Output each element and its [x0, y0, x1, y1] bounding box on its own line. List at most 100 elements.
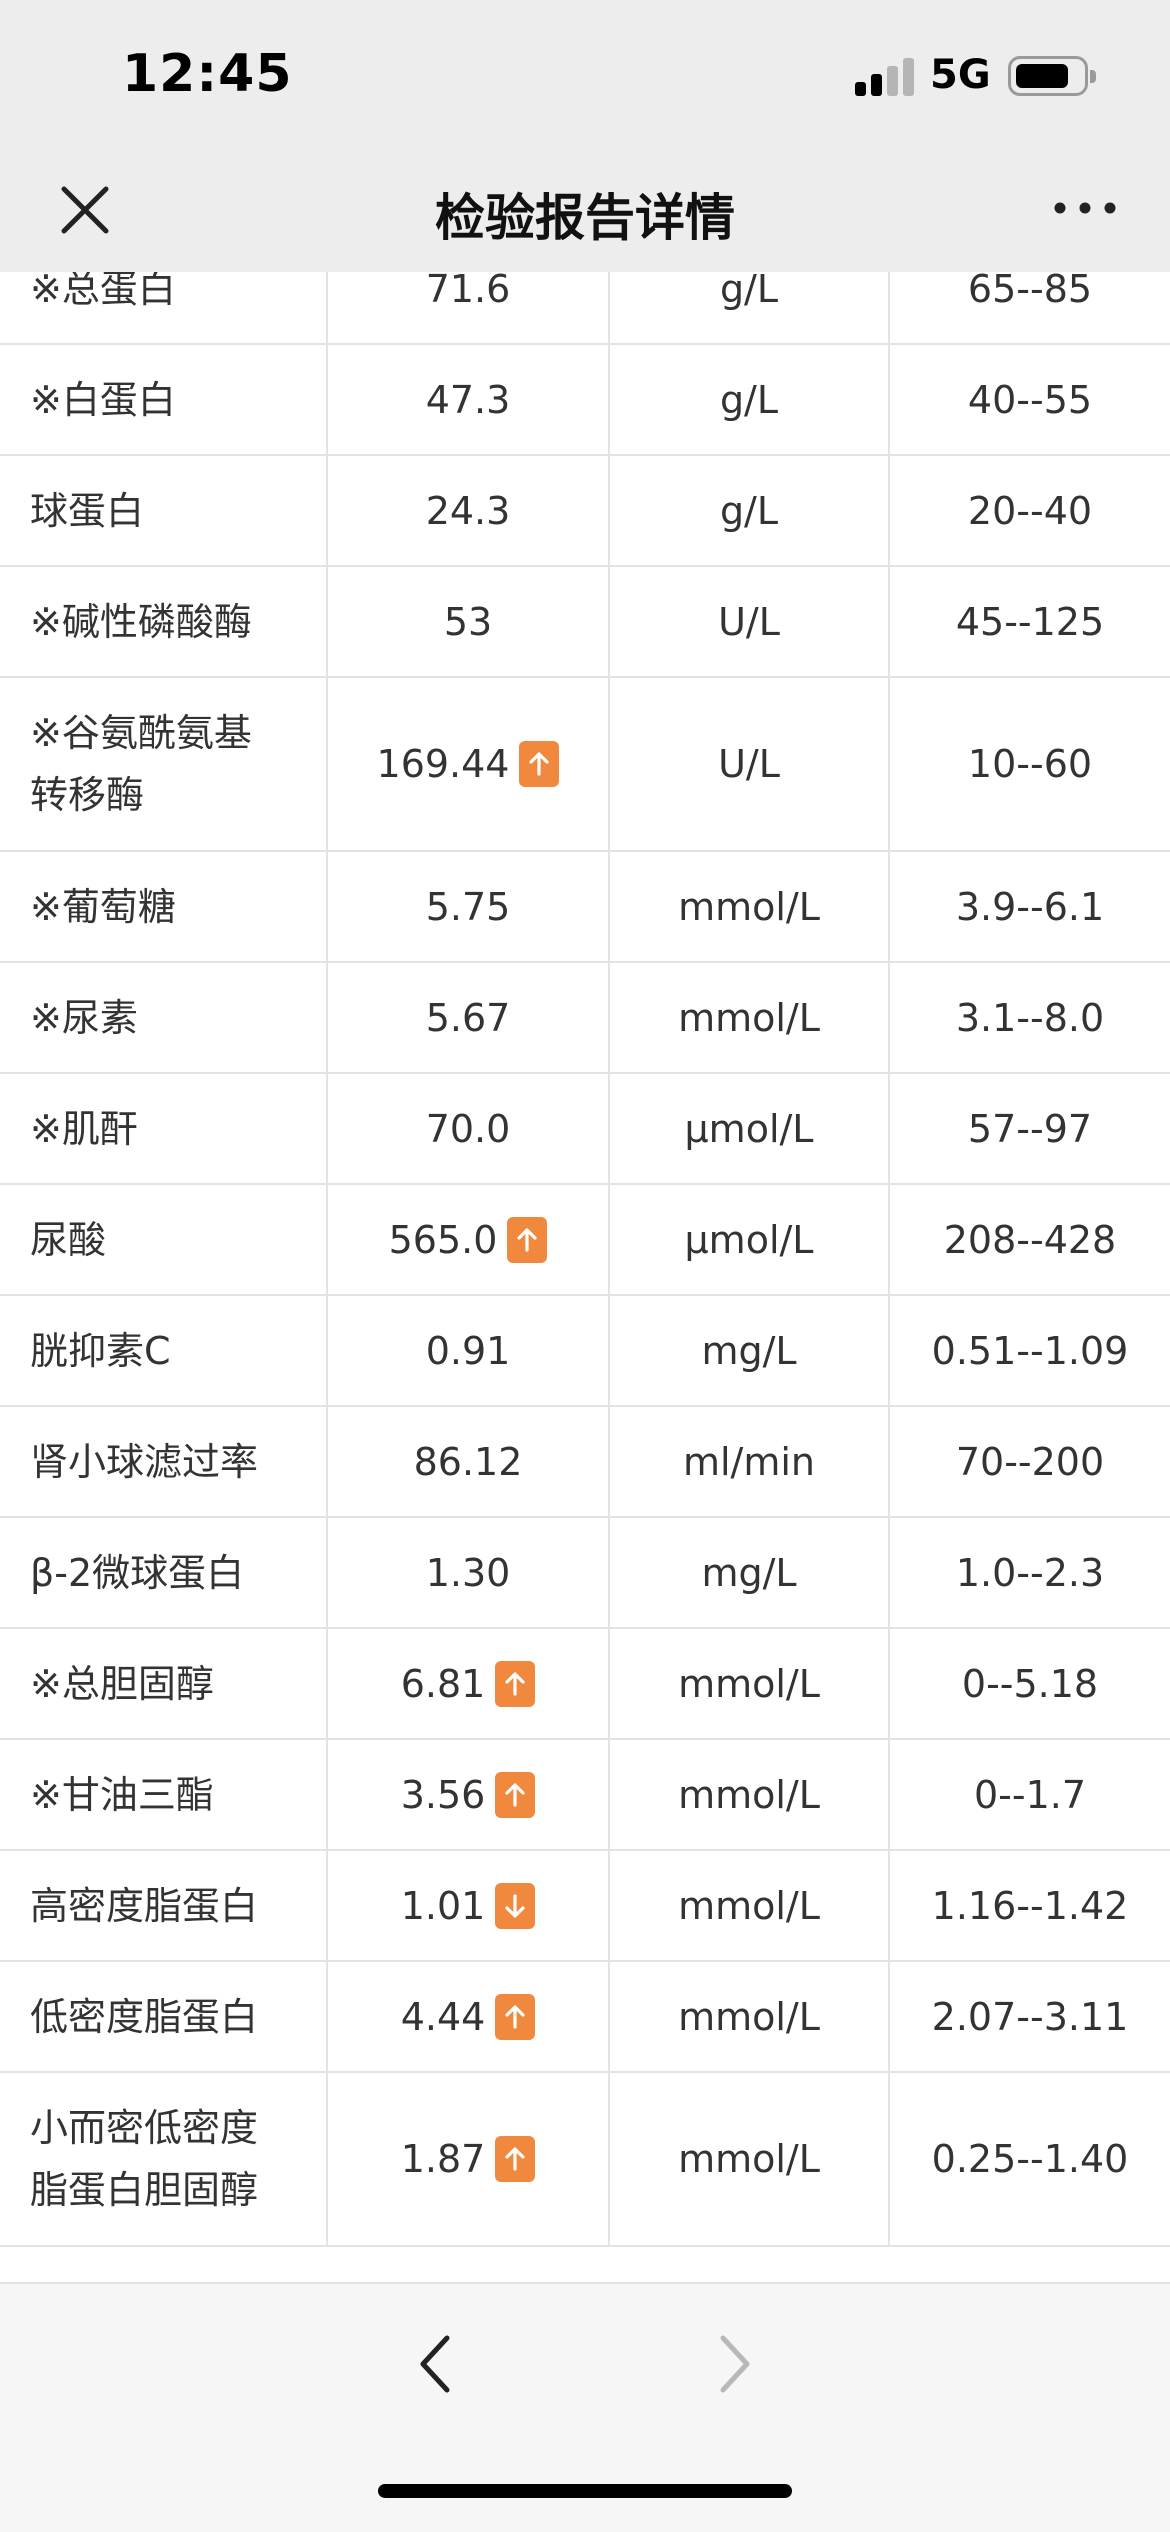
item-unit: g/L [608, 272, 888, 343]
table-row: 低密度脂蛋白 4.44 mmol/L 2.07--3.11 [0, 1962, 1170, 2073]
arrow-up-icon [495, 2136, 536, 2182]
item-value: 47.3 [326, 345, 608, 454]
table-row: ※尿素 5.67 mmol/L 3.1--8.0 [0, 963, 1170, 1074]
item-reference-range: 70--200 [888, 1407, 1170, 1516]
item-name: ※葡萄糖 [30, 884, 176, 929]
item-unit: mmol/L [608, 1740, 888, 1849]
item-name: ※甘油三酯 [30, 1772, 214, 1817]
arrow-up-icon [519, 741, 560, 787]
item-reference-range: 3.1--8.0 [888, 963, 1170, 1072]
item-unit: U/L [608, 678, 888, 850]
item-value: 4.44 [326, 1962, 608, 2071]
arrow-up-icon [495, 1660, 536, 1707]
item-reference-range: 57--97 [888, 1074, 1170, 1183]
item-value: 6.81 [326, 1629, 608, 1738]
item-name: 尿酸 [30, 1217, 107, 1262]
item-value: 169.44 [326, 678, 608, 850]
item-value: 1.87 [326, 2073, 608, 2245]
item-value: 1.30 [326, 1518, 608, 1627]
item-name: 球蛋白 [30, 488, 145, 533]
item-reference-range: 1.16--1.42 [888, 1851, 1170, 1960]
item-value: 5.67 [326, 963, 608, 1072]
close-icon [61, 186, 109, 234]
table-row: 高密度脂蛋白 1.01 mmol/L 1.16--1.42 [0, 1851, 1170, 1962]
item-reference-range: 65--85 [888, 272, 1170, 343]
item-name: ※谷氨酰氨基 转移酶 [30, 711, 252, 817]
item-unit: U/L [608, 567, 888, 676]
bottom-nav-bar [0, 2282, 1170, 2532]
item-value: 53 [326, 567, 608, 676]
item-value: 86.12 [326, 1407, 608, 1516]
item-name: 胱抑素C [30, 1328, 171, 1373]
table-row: ※总蛋白 71.6 g/L 65--85 [0, 272, 1170, 345]
result-table[interactable]: ※总蛋白 71.6 g/L 65--85 ※白蛋白 47.3 g/L 40--55 球蛋白 24.… [0, 272, 1170, 2282]
nav-bar: 检验报告详情 [0, 140, 1170, 272]
item-unit: µmol/L [608, 1074, 888, 1183]
item-unit: g/L [608, 345, 888, 454]
status-bar: 12:45 5G [0, 0, 1170, 140]
item-unit: mmol/L [608, 1962, 888, 2071]
item-reference-range: 2.07--3.11 [888, 1962, 1170, 2071]
table-row: 尿酸 565.0 µmol/L 208--428 [0, 1185, 1170, 1296]
table-row: 肾小球滤过率 86.12 ml/min 70--200 [0, 1407, 1170, 1518]
page-title: 检验报告详情 [435, 189, 735, 247]
item-reference-range: 0--5.18 [888, 1629, 1170, 1738]
item-name: ※总胆固醇 [30, 1661, 214, 1706]
item-reference-range: 0.51--1.09 [888, 1296, 1170, 1405]
arrow-up-icon [495, 1771, 536, 1818]
item-unit: mmol/L [608, 963, 888, 1072]
item-name: 低密度脂蛋白 [30, 1994, 259, 2039]
back-button[interactable] [405, 2324, 465, 2404]
item-reference-range: 3.9--6.1 [888, 852, 1170, 961]
status-time: 12:45 [122, 44, 293, 104]
item-value: 71.6 [326, 272, 608, 343]
item-value: 3.56 [326, 1740, 608, 1849]
table-row: ※葡萄糖 5.75 mmol/L 3.9--6.1 [0, 852, 1170, 963]
table-row: ※甘油三酯 3.56 mmol/L 0--1.7 [0, 1740, 1170, 1851]
item-name: 肾小球滤过率 [30, 1439, 259, 1484]
arrow-up-icon [495, 1993, 536, 2040]
signal-icon [855, 56, 915, 96]
item-unit: mmol/L [608, 852, 888, 961]
item-unit: g/L [608, 456, 888, 565]
item-name: β-2微球蛋白 [30, 1550, 245, 1595]
table-row: ※总胆固醇 6.81 mmol/L 0--5.18 [0, 1629, 1170, 1740]
item-value: 70.0 [326, 1074, 608, 1183]
forward-button[interactable] [705, 2324, 765, 2404]
item-unit: µmol/L [608, 1185, 888, 1294]
table-row: β-2微球蛋白 1.30 mg/L 1.0--2.3 [0, 1518, 1170, 1629]
item-unit: mg/L [608, 1518, 888, 1627]
more-icon [1054, 202, 1116, 214]
item-reference-range: 40--55 [888, 345, 1170, 454]
item-name: 小而密低密度 脂蛋白胆固醇 [30, 2106, 259, 2212]
table-row: ※碱性磷酸酶 53 U/L 45--125 [0, 567, 1170, 678]
battery-icon [1008, 56, 1096, 96]
item-reference-range: 208--428 [888, 1185, 1170, 1294]
arrow-down-icon [495, 1882, 536, 1929]
item-unit: ml/min [608, 1407, 888, 1516]
item-name: ※白蛋白 [30, 377, 176, 422]
item-unit: mmol/L [608, 1629, 888, 1738]
item-reference-range: 45--125 [888, 567, 1170, 676]
table-row: ※肌酐 70.0 µmol/L 57--97 [0, 1074, 1170, 1185]
item-value: 1.01 [326, 1851, 608, 1960]
item-unit: mg/L [608, 1296, 888, 1405]
item-name: 高密度脂蛋白 [30, 1883, 259, 1928]
arrow-up-icon [507, 1216, 548, 1263]
item-reference-range: 10--60 [888, 678, 1170, 850]
item-name: ※总蛋白 [30, 272, 176, 311]
table-row: ※谷氨酰氨基 转移酶 169.44 U/L 10--60 [0, 678, 1170, 852]
chevron-left-icon [420, 2335, 450, 2393]
item-unit: mmol/L [608, 1851, 888, 1960]
item-reference-range: 1.0--2.3 [888, 1518, 1170, 1627]
item-value: 0.91 [326, 1296, 608, 1405]
item-reference-range: 20--40 [888, 456, 1170, 565]
more-button[interactable] [1050, 188, 1120, 228]
chevron-right-icon [720, 2335, 750, 2393]
home-indicator [378, 2484, 792, 2498]
item-name: ※肌酐 [30, 1106, 138, 1151]
item-value: 565.0 [326, 1185, 608, 1294]
table-row: 小而密低密度 脂蛋白胆固醇 1.87 mmol/L 0.25--1.40 [0, 2073, 1170, 2247]
network-type: 5G [930, 52, 991, 98]
close-button[interactable] [50, 175, 120, 245]
